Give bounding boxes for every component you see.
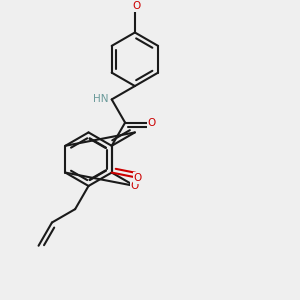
Text: O: O — [131, 181, 139, 191]
Text: O: O — [133, 1, 141, 11]
Text: HN: HN — [93, 94, 109, 104]
Text: O: O — [148, 118, 156, 128]
Text: O: O — [134, 173, 142, 183]
